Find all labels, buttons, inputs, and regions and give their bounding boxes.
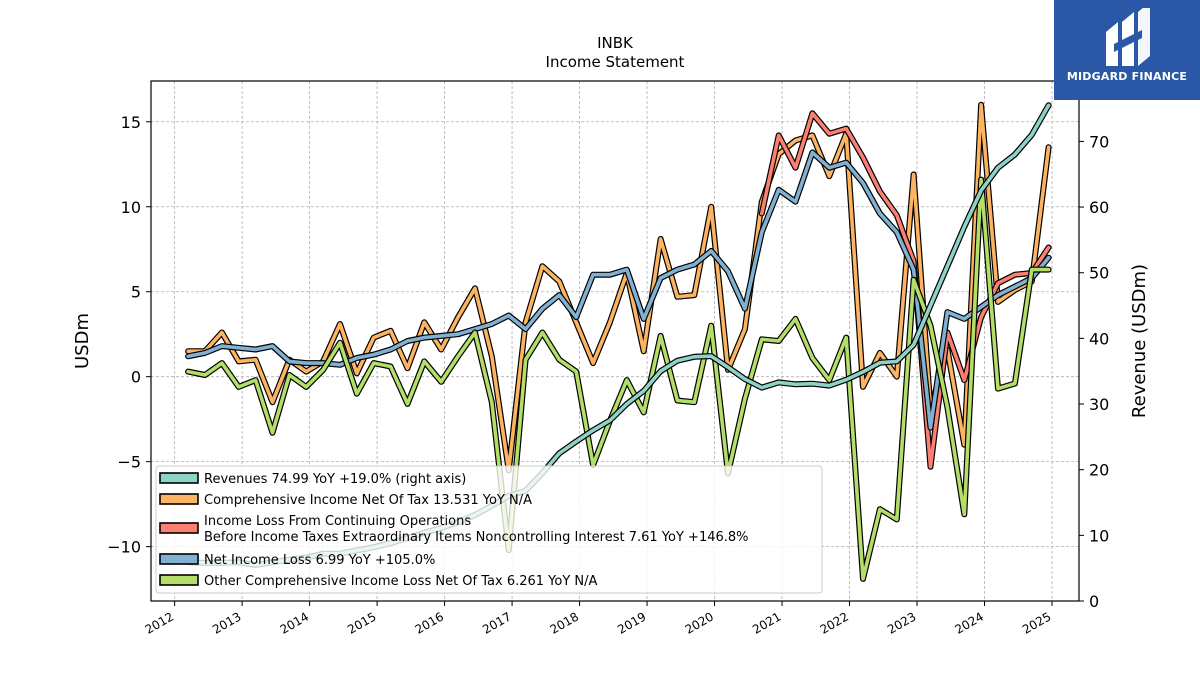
y-axis-right: 0 10 20 30 40 50 60 70 xyxy=(1079,132,1109,611)
y-left-tick-label: 5 xyxy=(131,283,141,302)
y-left-tick-label: −5 xyxy=(117,453,141,472)
series-3 xyxy=(185,149,1052,431)
y-left-tick-label: 10 xyxy=(121,198,141,217)
legend-swatch xyxy=(159,522,199,534)
legend-swatch xyxy=(159,553,199,565)
x-tick-label: 2019 xyxy=(615,609,648,636)
x-tick-label: 2015 xyxy=(345,609,378,636)
x-tick-label: 2018 xyxy=(548,609,581,636)
y-axis-right-label: Revenue (USDm) xyxy=(1129,264,1150,418)
x-tick-label: 2024 xyxy=(953,609,986,636)
legend-item: Net Income Loss 6.99 YoY +105.0% xyxy=(159,553,435,568)
logo-icon xyxy=(1106,8,1150,66)
legend-label: Other Comprehensive Income Loss Net Of T… xyxy=(204,574,598,589)
y-right-tick-label: 10 xyxy=(1089,526,1109,545)
y-left-tick-label: 0 xyxy=(131,368,141,387)
y-right-tick-label: 50 xyxy=(1089,264,1109,283)
legend-swatch xyxy=(159,472,199,484)
brand-name: MIDGARD FINANCE xyxy=(1066,70,1188,83)
legend-label: Income Loss From Continuing Operations Be… xyxy=(204,514,749,545)
x-axis: 2012 2013 2014 2015 2016 2017 2018 2019 2020 2021… xyxy=(143,601,1054,637)
series-line xyxy=(760,111,1051,469)
chart-subtitle: Income Statement xyxy=(546,53,685,71)
y-right-tick-label: 70 xyxy=(1089,132,1109,151)
series-line xyxy=(186,177,1051,581)
series-1 xyxy=(185,101,1052,474)
x-tick-label: 2016 xyxy=(413,609,446,636)
legend-item: Income Loss From Continuing Operations Be… xyxy=(159,514,749,545)
y-axis-left-label: USDm xyxy=(72,313,93,369)
legend-swatch xyxy=(159,574,199,586)
legend-item: Revenues 74.99 YoY +19.0% (right axis) xyxy=(159,472,466,487)
plot-frame xyxy=(150,80,1080,602)
x-tick-label: 2023 xyxy=(885,609,918,636)
x-tick-label: 2021 xyxy=(750,609,783,636)
y-right-tick-label: 40 xyxy=(1089,329,1109,348)
y-left-tick-label: −10 xyxy=(107,538,141,557)
y-axis-left: −10 −5 0 5 10 15 xyxy=(107,113,151,557)
x-tick-label: 2012 xyxy=(143,609,176,636)
chart-title: INBK xyxy=(597,34,634,52)
x-tick-label: 2020 xyxy=(683,609,716,636)
brand-logo: MIDGARD FINANCE xyxy=(1054,0,1200,100)
legend-label: Revenues 74.99 YoY +19.0% (right axis) xyxy=(204,472,466,487)
legend-box xyxy=(155,465,823,594)
y-right-tick-label: 20 xyxy=(1089,461,1109,480)
series-line xyxy=(186,103,1051,472)
series-2 xyxy=(758,110,1052,470)
legend-label: Net Income Loss 6.99 YoY +105.0% xyxy=(204,553,435,568)
x-tick-label: 2025 xyxy=(1020,609,1053,636)
legend-item: Comprehensive Income Net Of Tax 13.531 Y… xyxy=(159,493,532,508)
y-right-tick-label: 30 xyxy=(1089,395,1109,414)
y-right-tick-label: 60 xyxy=(1089,198,1109,217)
legend: Revenues 74.99 YoY +19.0% (right axis) Co… xyxy=(155,465,823,594)
x-tick-label: 2017 xyxy=(480,609,513,636)
y-left-tick-label: 15 xyxy=(121,113,141,132)
legend-swatch xyxy=(159,493,199,505)
legend-item: Other Comprehensive Income Loss Net Of T… xyxy=(159,574,598,589)
x-tick-label: 2013 xyxy=(210,609,243,636)
y-right-tick-label: 0 xyxy=(1089,592,1099,611)
series-line xyxy=(186,150,1051,430)
legend-label: Comprehensive Income Net Of Tax 13.531 Y… xyxy=(204,493,532,508)
series-4 xyxy=(185,176,1052,582)
x-tick-label: 2022 xyxy=(818,609,851,636)
x-tick-label: 2014 xyxy=(278,609,311,636)
